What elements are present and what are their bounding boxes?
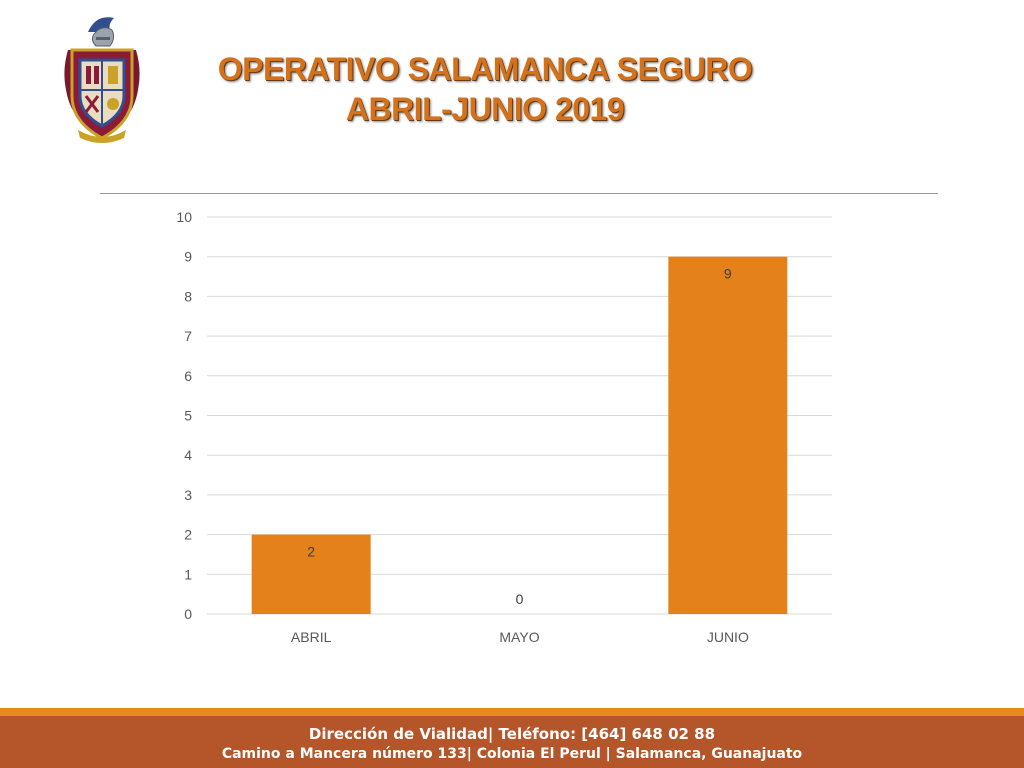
bar-junio <box>668 256 788 614</box>
y-tick-label: 2 <box>184 527 192 543</box>
data-label: 0 <box>516 591 524 607</box>
y-tick-label: 0 <box>184 606 192 622</box>
x-tick-label: ABRIL <box>291 629 332 645</box>
footer-address: Camino a Mancera número 133| Colonia El … <box>221 746 803 762</box>
y-tick-label: 6 <box>184 368 192 384</box>
bar-abril <box>251 534 371 614</box>
y-tick-label: 1 <box>184 566 192 582</box>
header-divider <box>100 193 938 194</box>
y-tick-label: 3 <box>184 487 192 503</box>
data-label: 2 <box>307 544 315 560</box>
coat-of-arms-icon <box>64 17 140 143</box>
slide-title: OPERATIVO SALAMANCA SEGURO <box>217 51 753 87</box>
slide-subtitle: ABRIL-JUNIO 2019 <box>345 91 625 127</box>
y-tick-label: 9 <box>184 249 192 265</box>
y-tick-label: 5 <box>184 408 192 424</box>
x-tick-label: MAYO <box>499 629 539 645</box>
y-tick-label: 8 <box>184 288 192 304</box>
y-tick-label: 4 <box>184 447 192 463</box>
bar-chart: 0 1 2 3 4 5 6 7 8 9 10 2 ABRIL 0 MAYO 9 JUNIO <box>176 209 832 645</box>
footer-band: Dirección de Vialidad| Teléfono: [464] 6… <box>0 716 1024 768</box>
footer-contact: Dirección de Vialidad| Teléfono: [464] 6… <box>308 725 716 743</box>
x-tick-label: JUNIO <box>707 629 749 645</box>
y-tick-label: 7 <box>184 328 192 344</box>
footer-accent-line <box>0 708 1024 716</box>
y-tick-label: 10 <box>176 209 192 225</box>
data-label: 9 <box>724 266 732 282</box>
